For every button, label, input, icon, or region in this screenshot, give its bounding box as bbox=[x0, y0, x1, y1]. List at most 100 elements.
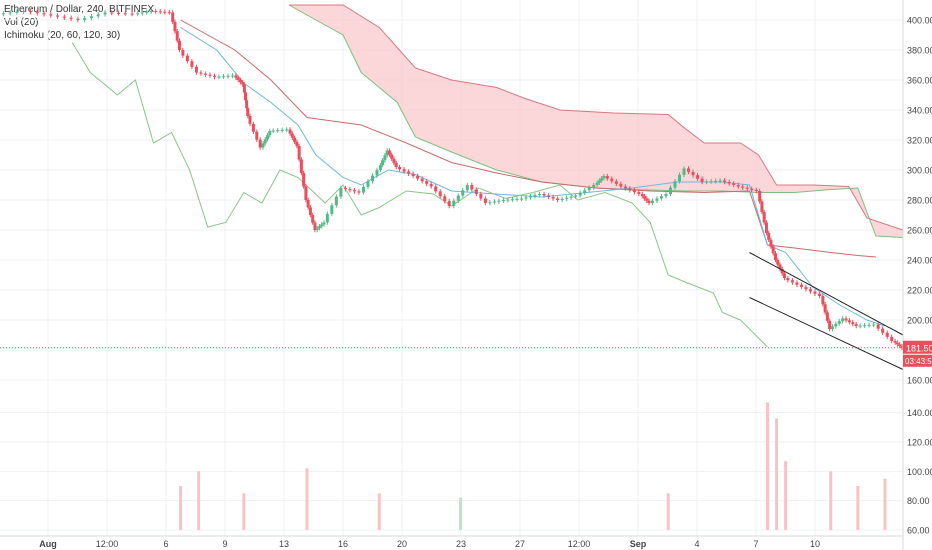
candle bbox=[236, 77, 240, 80]
candle bbox=[456, 195, 460, 201]
price-tick-label: 240.00 bbox=[907, 256, 932, 266]
candle bbox=[167, 12, 171, 14]
candle bbox=[221, 76, 225, 78]
candle bbox=[56, 15, 60, 17]
time-tick-label: 27 bbox=[515, 539, 525, 549]
time-tick-label: 16 bbox=[338, 539, 348, 549]
volume-bar bbox=[829, 471, 833, 530]
candle bbox=[645, 198, 649, 201]
candle bbox=[898, 344, 902, 347]
time-tick-label: 9 bbox=[222, 539, 227, 549]
time-tick-label: 12:00 bbox=[568, 539, 591, 549]
candle bbox=[158, 11, 162, 13]
candle bbox=[261, 143, 265, 148]
candle bbox=[823, 304, 827, 313]
candle bbox=[647, 200, 651, 203]
candle bbox=[258, 139, 262, 148]
candle bbox=[49, 14, 53, 16]
candle bbox=[15, 11, 19, 13]
candle bbox=[361, 186, 365, 193]
candle bbox=[103, 12, 107, 15]
price-tick-label: 360.00 bbox=[907, 76, 932, 86]
candle bbox=[190, 61, 194, 67]
volume-bar bbox=[377, 493, 381, 530]
candle bbox=[62, 16, 66, 18]
candle bbox=[650, 200, 654, 203]
candle bbox=[175, 31, 179, 41]
candle bbox=[492, 201, 496, 203]
candle bbox=[416, 176, 420, 179]
candle bbox=[330, 205, 334, 214]
candle bbox=[434, 186, 438, 192]
candle bbox=[173, 21, 177, 32]
candle bbox=[776, 260, 780, 265]
candle bbox=[592, 185, 596, 188]
candle bbox=[378, 165, 382, 170]
candle bbox=[306, 200, 310, 208]
candle bbox=[357, 191, 361, 193]
bar-countdown: 03:43:51 bbox=[905, 357, 932, 366]
symbol-title: Ethereum / Dollar, 240, BITFINEX bbox=[4, 4, 155, 15]
candle bbox=[533, 195, 537, 197]
candle bbox=[297, 146, 301, 160]
candle bbox=[542, 194, 546, 196]
candle bbox=[392, 158, 396, 163]
candle bbox=[483, 198, 487, 203]
candle bbox=[600, 178, 604, 181]
candle bbox=[867, 324, 871, 326]
candle bbox=[501, 200, 505, 201]
volume-bar bbox=[856, 486, 860, 530]
volume-tick-label: 60.00 bbox=[907, 526, 930, 536]
candle bbox=[28, 11, 32, 13]
candle bbox=[452, 200, 456, 206]
candle bbox=[438, 191, 442, 197]
candle bbox=[304, 186, 308, 200]
candle bbox=[242, 84, 246, 93]
candle bbox=[308, 207, 312, 215]
volume-bar bbox=[459, 497, 463, 530]
candle bbox=[890, 336, 894, 341]
candle bbox=[808, 289, 812, 292]
candle bbox=[411, 173, 415, 176]
countdown-tag bbox=[903, 354, 932, 367]
candle bbox=[506, 199, 510, 201]
candle bbox=[461, 190, 465, 196]
candle bbox=[773, 253, 777, 260]
price-tick-label: 340.00 bbox=[907, 106, 932, 116]
candle bbox=[524, 197, 528, 199]
candle bbox=[76, 18, 80, 20]
candle bbox=[181, 50, 185, 56]
candle bbox=[762, 212, 766, 223]
candle bbox=[83, 18, 87, 20]
tenkan-sen-line bbox=[180, 27, 886, 327]
candle bbox=[817, 293, 821, 296]
candle bbox=[290, 133, 294, 138]
candle bbox=[145, 11, 149, 13]
candle bbox=[268, 131, 272, 136]
time-tick-label: 20 bbox=[397, 539, 407, 549]
candle bbox=[764, 222, 768, 233]
candle bbox=[841, 318, 845, 322]
candle bbox=[246, 108, 250, 116]
price-tick-label: 380.00 bbox=[907, 46, 932, 56]
candle bbox=[271, 130, 275, 132]
candle bbox=[825, 312, 829, 321]
senkou-span-b-line bbox=[289, 4, 904, 231]
candle bbox=[863, 325, 867, 327]
candle bbox=[470, 185, 474, 190]
candle bbox=[255, 131, 259, 140]
candle bbox=[718, 180, 722, 182]
candle bbox=[895, 342, 899, 345]
candle bbox=[678, 174, 682, 182]
candle bbox=[687, 168, 691, 172]
candle bbox=[245, 100, 249, 109]
candle bbox=[185, 55, 189, 62]
candle bbox=[343, 188, 347, 190]
grid-lines bbox=[0, 0, 903, 536]
candle bbox=[632, 190, 636, 193]
candle bbox=[465, 185, 469, 191]
candle bbox=[837, 321, 841, 324]
price-tick-label: 160.00 bbox=[907, 376, 932, 386]
candle bbox=[420, 178, 424, 182]
